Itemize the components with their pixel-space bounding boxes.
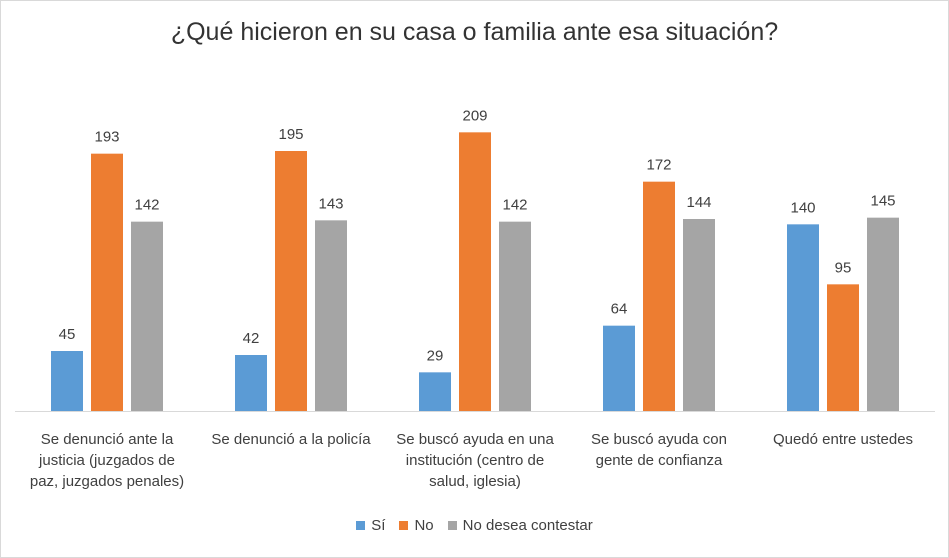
bar-1-2 (235, 355, 267, 411)
legend-swatch-1 (356, 521, 366, 530)
bar-3-2 (315, 220, 347, 411)
data-label-1-5: 140 (790, 199, 815, 216)
bar-2-1 (91, 153, 123, 411)
data-label-1-4: 64 (611, 301, 628, 318)
legend-label-1: Sí (371, 517, 386, 534)
data-label-3-5: 145 (870, 193, 895, 210)
bar-2-5 (827, 284, 859, 411)
legend-swatch-3 (447, 521, 457, 530)
data-label-1-3: 29 (427, 347, 444, 364)
data-label-2-5: 95 (835, 259, 852, 276)
chart-legend: Sí No No desea contestar (0, 517, 949, 534)
data-label-2-2: 195 (278, 126, 303, 143)
bar-3-1 (131, 221, 163, 411)
bar-2-2 (275, 151, 307, 411)
bar-1-5 (787, 224, 819, 411)
legend-item-3: No desea contestar (447, 517, 593, 534)
category-label-4: Se buscó ayuda con gente de confianza (591, 431, 727, 469)
bar-1-1 (51, 351, 83, 411)
legend-item-2: No (399, 517, 434, 534)
bar-3-5 (867, 217, 899, 411)
legend-swatch-2 (399, 521, 409, 530)
data-label-3-3: 142 (502, 197, 527, 214)
data-label-2-4: 172 (646, 157, 671, 174)
category-label-5: Quedó entre ustedes (773, 431, 913, 448)
bar-2-4 (643, 181, 675, 411)
data-label-3-4: 144 (686, 194, 711, 211)
bar-3-4 (683, 219, 715, 411)
data-label-1-2: 42 (243, 330, 260, 347)
data-label-2-1: 193 (94, 129, 119, 146)
category-label-1: Se denunció ante la justicia (juzgados de… (30, 431, 184, 490)
bar-1-4 (603, 325, 635, 411)
data-label-3-1: 142 (134, 197, 159, 214)
data-label-1-1: 45 (59, 326, 76, 343)
data-label-2-3: 209 (462, 107, 487, 124)
chart-title: ¿Qué hicieron en su casa o familia ante … (170, 18, 779, 46)
category-label-2: Se denunció a la policía (211, 431, 371, 448)
legend-label-3: No desea contestar (462, 517, 593, 534)
bar-3-3 (499, 221, 531, 411)
data-label-3-2: 143 (318, 195, 343, 212)
legend-label-2: No (414, 517, 434, 534)
legend-item-1: Sí (356, 517, 385, 534)
bar-2-3 (459, 132, 491, 412)
bar-1-3 (419, 372, 451, 411)
category-label-3: Se buscó ayuda en una institución (centro… (396, 431, 554, 490)
